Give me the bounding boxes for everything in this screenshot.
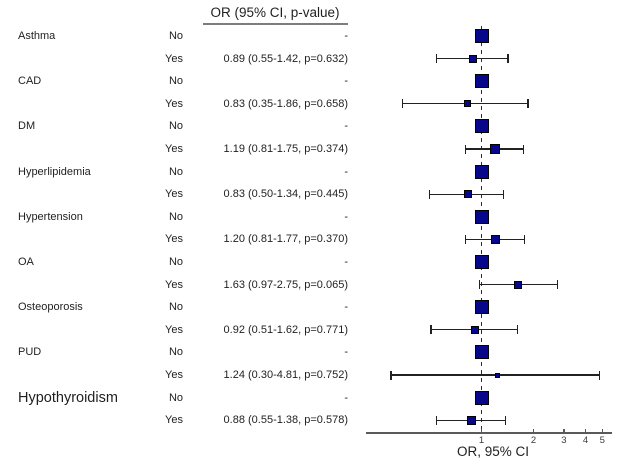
row-level-label: Yes [165,323,183,336]
row-group-label: PUD [18,346,42,359]
row-value-label: - [344,75,348,88]
row-value-label: - [344,301,348,314]
x-axis-tick [480,429,483,434]
ci-cap-right [502,189,505,199]
row-level-label: No [168,120,183,133]
ci-cap-left [390,370,392,380]
x-axis-tick-label: 1 [478,435,485,446]
or-marker-reference [474,390,489,405]
ci-cap-right [523,234,526,244]
ci-cap-left [435,54,438,64]
row-value-label: - [344,210,348,223]
or-marker [468,54,477,63]
x-axis-tick [532,429,535,434]
or-marker [471,325,480,334]
row-level-label: Yes [165,233,183,246]
or-marker-reference [474,119,489,134]
row-level-label: No [168,165,183,178]
row-group-label: Hyperlipidemia [18,165,91,178]
row-value-label: - [344,165,348,178]
ci-cap-right [517,325,519,335]
row-group-label: DM [18,120,36,133]
row-value-label: - [344,391,348,404]
ci-cap-left [428,189,431,199]
or-marker-reference [474,74,489,89]
row-level-label: Yes [165,369,183,381]
or-marker-reference [474,29,489,43]
row-level-label: Yes [165,188,183,201]
row-level-label: Yes [165,97,183,110]
row-level-label: No [168,30,183,42]
row-value-label: - [344,346,348,359]
reference-line [480,26,483,432]
or-marker [490,234,500,244]
row-value-label: 1.19 (0.81-1.75, p=0.374) [223,143,348,155]
row-value-label: 1.24 (0.30-4.81, p=0.752) [223,369,348,381]
ci-cap-left [478,280,480,290]
column-header: OR (95% CI, p-value) [210,5,340,20]
ci-cap-right [504,415,507,425]
row-value-label: 1.63 (0.97-2.75, p=0.065) [223,278,348,291]
ci-cap-right [556,280,559,290]
row-group-label: Osteoporosis [18,301,83,314]
ci-cap-left [435,415,438,425]
x-axis-tick-label: 3 [561,435,567,446]
row-group-label: Asthma [18,30,56,42]
or-marker [464,100,472,108]
x-axis-line [366,432,612,434]
or-marker [463,190,472,199]
ci-cap-left [464,144,467,154]
row-level-label: No [168,210,183,223]
column-header-underline [203,23,348,25]
x-axis-tick-label: 2 [530,435,537,446]
or-marker [467,415,477,425]
row-level-label: Yes [165,278,183,291]
row-value-label: 0.92 (0.51-1.62, p=0.771) [223,323,348,336]
ci-cap-left [430,325,432,335]
x-axis-tick [584,429,587,434]
row-group-label: OA [18,256,34,268]
x-axis-tick [563,429,565,434]
row-group-label: Hypothyroidism [18,389,118,406]
row-value-label: 0.83 (0.50-1.34, p=0.445) [223,188,348,201]
row-value-label: - [344,256,348,268]
row-group-label: CAD [18,75,42,88]
or-marker [514,280,523,289]
x-axis-tick-label: 5 [599,435,605,446]
row-level-label: No [168,391,183,404]
x-axis-tick-label: 4 [582,435,589,446]
ci-cap-right [522,144,525,154]
ci-cap-right [527,99,529,109]
ci-cap-left [402,99,404,109]
or-marker-reference [474,345,489,360]
row-level-label: Yes [165,143,183,155]
row-level-label: No [168,346,183,359]
row-value-label: 0.89 (0.55-1.42, p=0.632) [223,52,348,65]
row-value-label: - [344,30,348,42]
row-value-label: 1.20 (0.81-1.77, p=0.370) [223,233,348,246]
ci-cap-left [464,234,467,244]
or-marker-reference [474,255,489,269]
or-marker-reference [474,209,489,224]
row-level-label: Yes [165,52,183,65]
or-marker-reference [474,164,489,179]
row-level-label: No [168,301,183,314]
row-value-label: 0.88 (0.55-1.38, p=0.578) [223,414,348,427]
or-marker [495,372,501,378]
or-marker [489,144,500,154]
row-group-label: Hypertension [18,210,83,223]
row-value-label: - [344,120,348,133]
x-axis-tick [601,429,603,434]
row-level-label: Yes [165,414,183,427]
ci-cap-right [507,54,509,64]
ci-cap-right [598,370,601,380]
x-axis-label: OR, 95% CI [456,444,530,459]
row-value-label: 0.83 (0.35-1.86, p=0.658) [223,97,348,110]
or-marker-reference [474,300,489,315]
row-level-label: No [168,256,183,268]
row-level-label: No [168,75,183,88]
